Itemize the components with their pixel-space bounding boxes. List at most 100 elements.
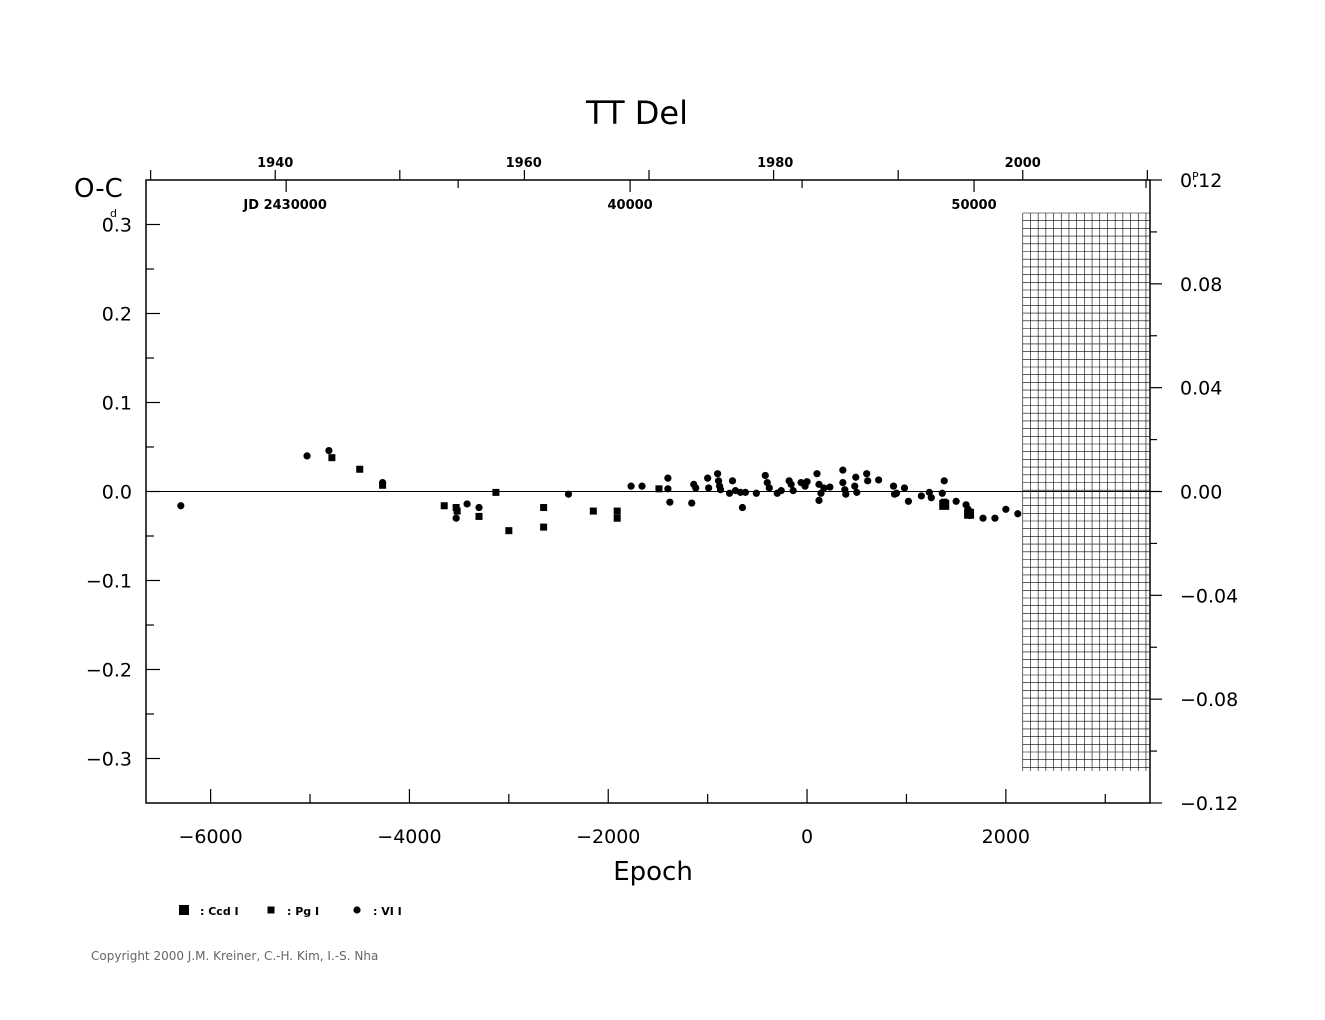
data-point: [613, 507, 621, 515]
x-tick-label: 2000: [982, 826, 1030, 848]
data-point: [664, 474, 672, 482]
data-point: [505, 527, 513, 535]
x-axis-label: Epoch: [613, 857, 693, 887]
data-point: [356, 465, 364, 473]
data-point: [475, 503, 483, 512]
data-point: [177, 502, 185, 510]
legend-marker: [353, 906, 361, 914]
data-point: [789, 487, 797, 495]
data-point: [741, 488, 750, 496]
legend-marker: [179, 905, 189, 915]
data-points: [177, 446, 1022, 535]
right-tick-label: −0.12: [1180, 793, 1238, 815]
plot-frame: [145, 179, 1151, 804]
data-point: [666, 498, 674, 506]
axis-ticks: [146, 170, 1162, 804]
data-point: [777, 487, 785, 495]
y-tick-label: −0.3: [86, 749, 132, 771]
data-point: [927, 494, 935, 502]
data-point: [692, 484, 700, 492]
right-tick-label: 0.04: [1180, 378, 1222, 400]
year-tick-label: 1980: [757, 156, 793, 171]
legend-label: : VI I: [373, 905, 402, 918]
jd-tick-label: 40000: [607, 198, 652, 213]
data-point: [966, 511, 974, 520]
data-point: [864, 477, 872, 485]
y-axis-label: O-C: [74, 174, 123, 204]
y-tick-label: 0.1: [102, 393, 132, 415]
data-point: [900, 484, 909, 492]
x-tick-label: −6000: [178, 826, 242, 848]
data-point: [817, 489, 825, 497]
data-point: [889, 482, 898, 490]
right-tick-label: 0.08: [1180, 274, 1222, 296]
data-point: [453, 507, 461, 515]
year-tick-label: 1940: [257, 156, 293, 171]
right-tick-label: 0.12: [1180, 170, 1222, 192]
data-point: [875, 476, 883, 484]
y-tick-label: 0.0: [102, 482, 132, 504]
data-point: [655, 485, 663, 493]
data-point: [863, 470, 871, 478]
data-point: [475, 512, 483, 520]
data-point: [492, 488, 500, 496]
data-point: [738, 503, 747, 512]
data-point: [892, 489, 901, 497]
data-point: [705, 484, 713, 492]
data-point: [452, 504, 460, 512]
x-tick-label: −4000: [377, 826, 441, 848]
data-point: [378, 479, 387, 487]
data-point: [589, 507, 597, 515]
data-point: [728, 477, 737, 485]
future-hatch: [1022, 212, 1150, 771]
data-point: [851, 482, 859, 490]
data-point: [713, 470, 722, 478]
data-point: [952, 497, 960, 505]
tick-labels: −6000 −4000 −2000 0 2000 0.3 0.2 0.1 0.0 −0.1 −0.2…: [86, 156, 1238, 848]
legend-marker: [267, 906, 275, 914]
legend-label: : Ccd I: [200, 905, 239, 918]
right-tick-label: 0.00: [1180, 482, 1222, 504]
data-point: [852, 473, 860, 481]
data-point: [940, 477, 948, 485]
data-point: [820, 484, 828, 492]
data-point: [904, 497, 913, 505]
data-point: [664, 485, 672, 493]
data-point: [803, 478, 811, 486]
data-point: [463, 500, 471, 508]
data-point: [964, 505, 972, 513]
legend-label: : Pg I: [287, 905, 319, 918]
data-point: [328, 454, 336, 462]
data-point: [826, 483, 834, 491]
data-point: [839, 479, 847, 487]
chart-title: TT Del: [585, 94, 688, 132]
data-point: [853, 488, 861, 496]
data-point: [613, 514, 621, 522]
y-tick-label: 0.3: [102, 215, 132, 237]
year-tick-label: 2000: [1005, 156, 1041, 171]
data-point: [704, 474, 712, 482]
data-point: [815, 496, 823, 504]
data-point: [842, 490, 850, 498]
y-tick-label: 0.2: [102, 304, 132, 326]
right-tick-label: −0.04: [1180, 585, 1238, 607]
data-point: [839, 466, 847, 474]
data-point: [714, 477, 723, 485]
data-point: [765, 484, 773, 492]
data-point: [787, 480, 795, 488]
data-point: [979, 514, 987, 522]
data-point: [938, 489, 946, 497]
data-point: [688, 499, 696, 507]
data-point: [303, 452, 311, 460]
data-point: [813, 470, 821, 478]
jd-tick-label: 50000: [951, 198, 996, 213]
copyright-text: Copyright 2000 J.M. Kreiner, C.-H. Kim, …: [91, 949, 379, 963]
legend: : Ccd I : Pg I : VI I: [179, 905, 402, 918]
right-unit-label: P: [1192, 170, 1199, 183]
data-point: [752, 489, 760, 497]
right-tick-label: −0.08: [1180, 689, 1238, 711]
data-point: [540, 523, 548, 531]
x-tick-label: −2000: [576, 826, 640, 848]
data-point: [736, 488, 745, 496]
data-point: [627, 482, 635, 490]
